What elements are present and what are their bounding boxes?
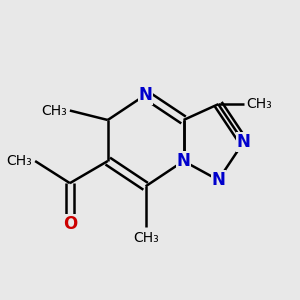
Text: N: N [237, 133, 250, 151]
Text: CH₃: CH₃ [41, 103, 67, 118]
Text: CH₃: CH₃ [247, 97, 272, 111]
Text: CH₃: CH₃ [133, 230, 158, 244]
Text: N: N [139, 86, 153, 104]
Text: N: N [211, 171, 225, 189]
Text: N: N [177, 152, 190, 170]
Text: O: O [63, 215, 77, 233]
Text: CH₃: CH₃ [6, 154, 32, 168]
